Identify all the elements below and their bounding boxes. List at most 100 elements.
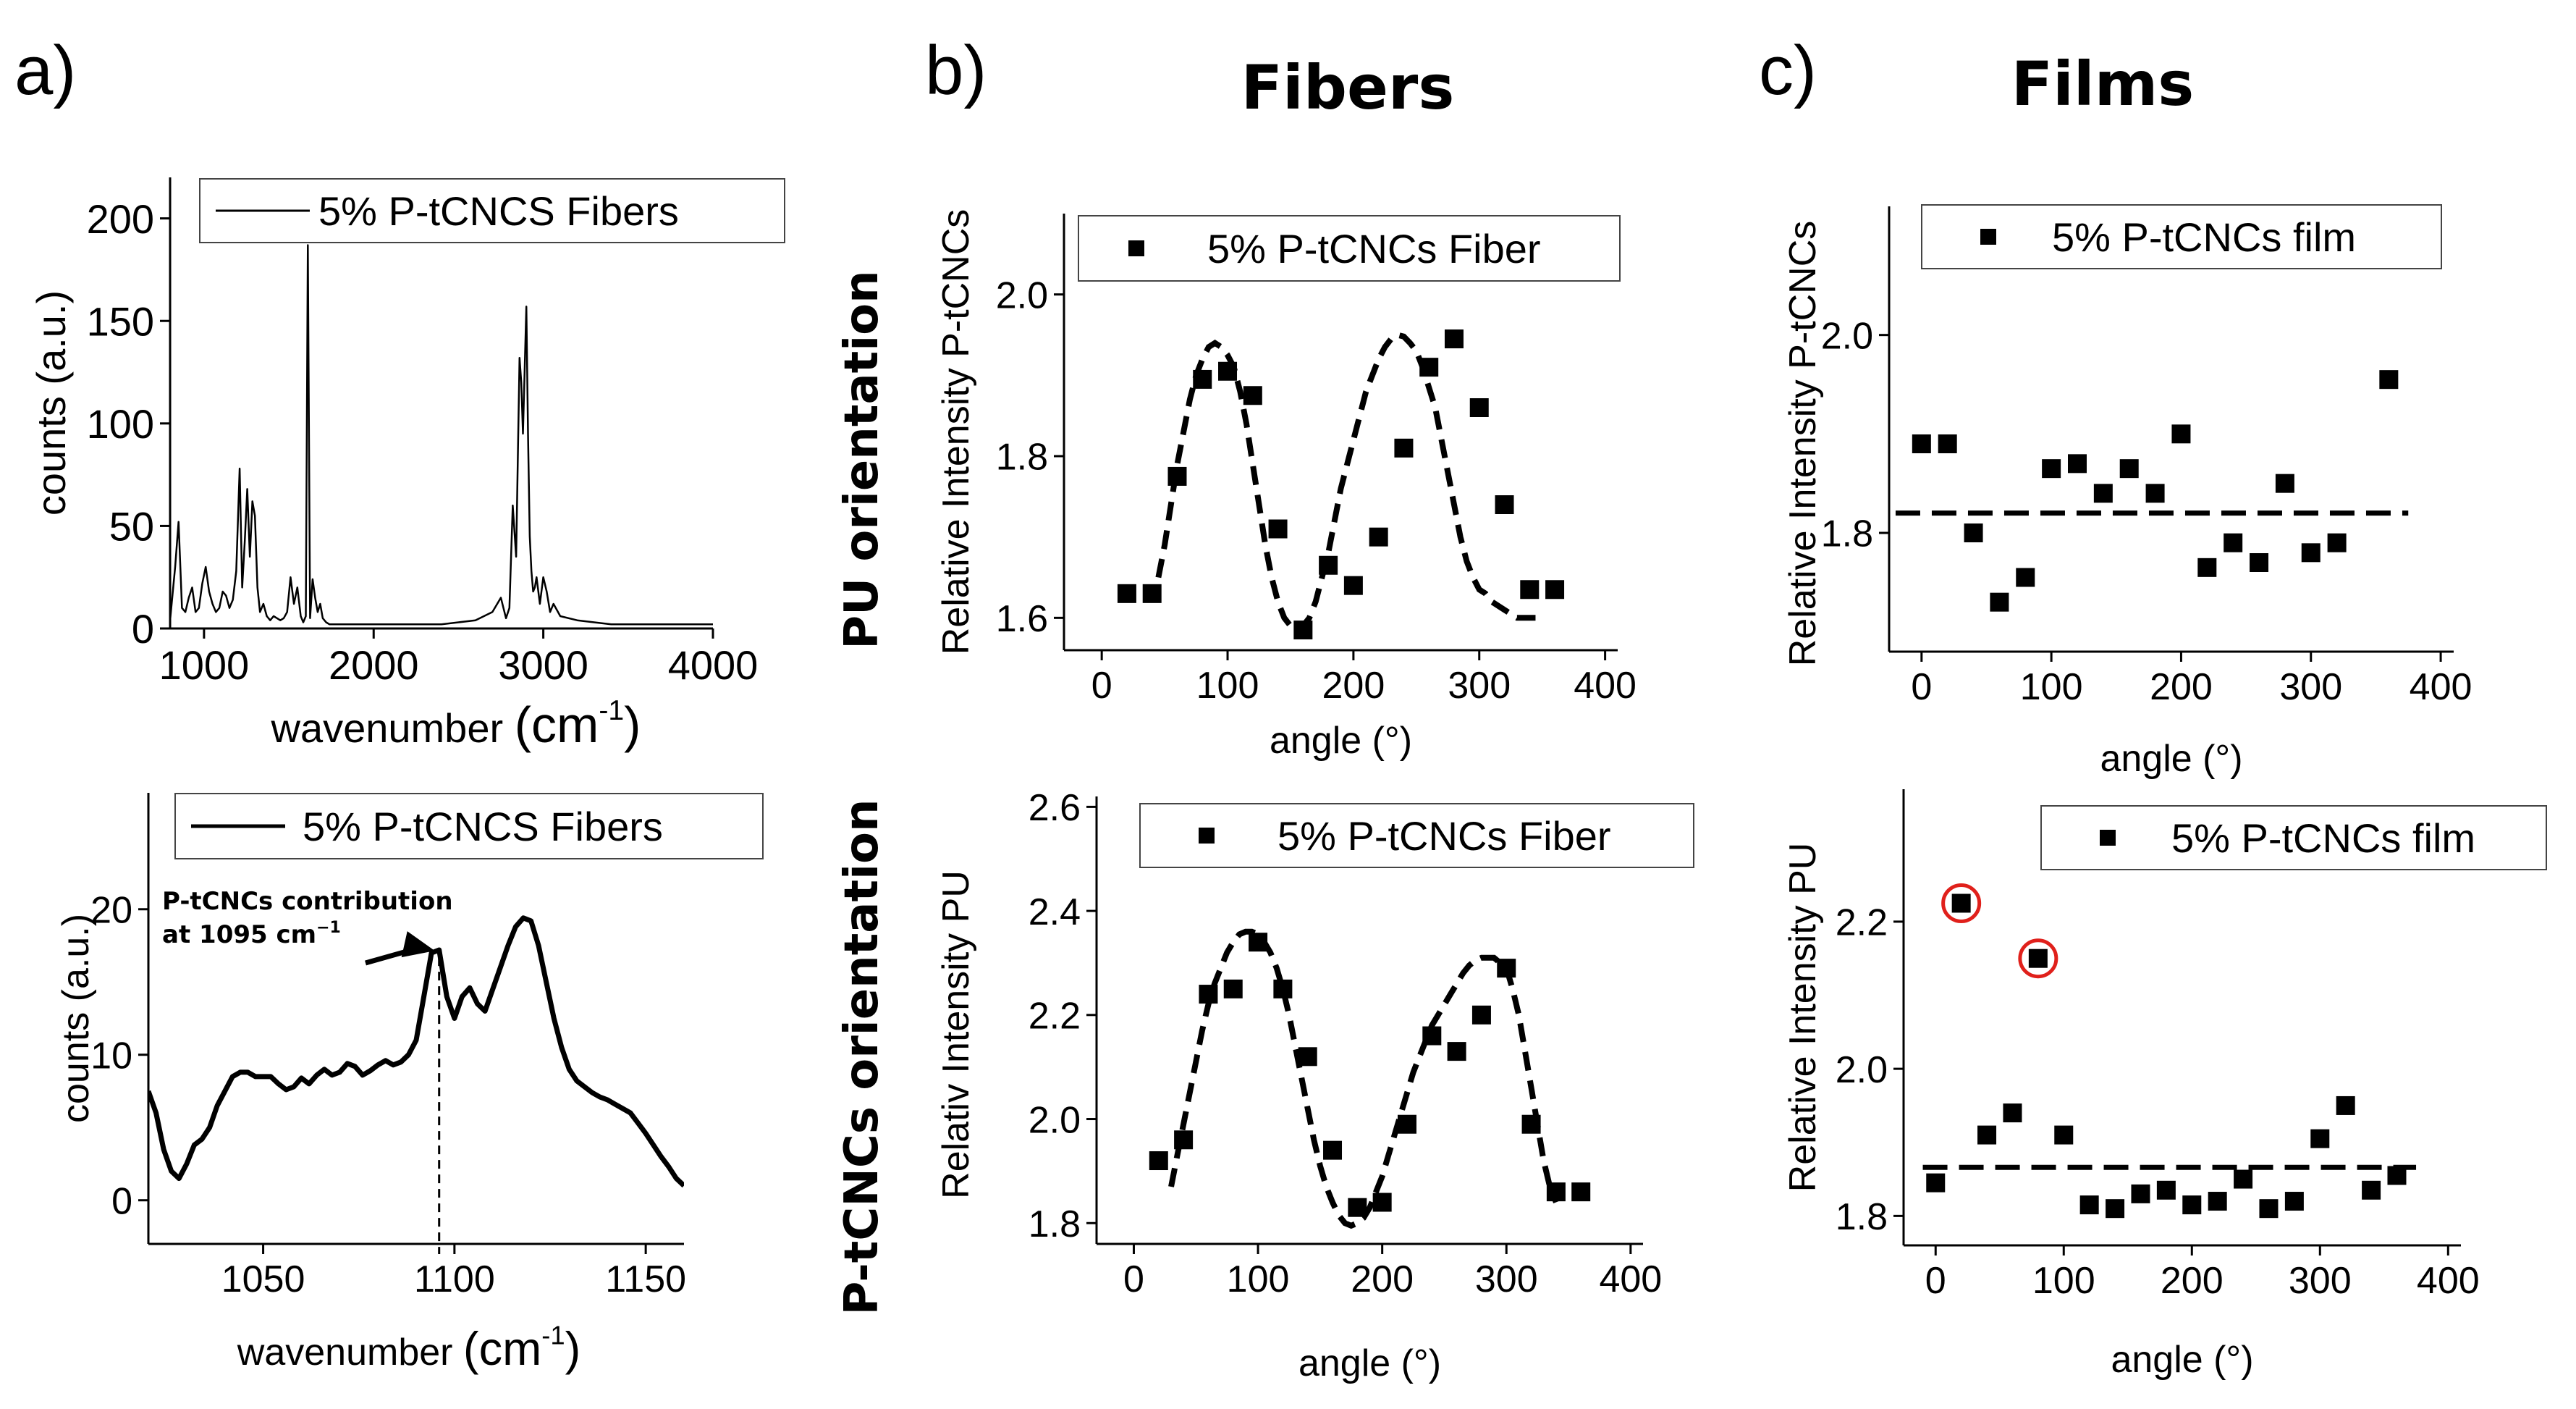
x-tick-label: 300 bbox=[1448, 665, 1511, 707]
annotation-text-line1: P-tCNCs contribution bbox=[162, 887, 453, 916]
data-point bbox=[1167, 466, 1187, 486]
data-point bbox=[1268, 519, 1288, 539]
annotation-exponent: −1 bbox=[316, 919, 341, 937]
x-axis-label: angle (°) bbox=[1298, 1342, 1441, 1384]
data-point bbox=[2284, 1192, 2304, 1211]
data-point bbox=[1951, 893, 1971, 913]
legend-label: 5% P-tCNCs Fiber bbox=[1207, 226, 1541, 272]
data-point bbox=[1348, 1198, 1367, 1217]
y-axis-label: Relative Intensity P-tCNCs bbox=[935, 209, 977, 655]
x-tick-label: 100 bbox=[2032, 1260, 2095, 1302]
annotation-arrowhead bbox=[401, 931, 435, 958]
spectrum-line bbox=[148, 915, 684, 1188]
data-point bbox=[2106, 1199, 2125, 1219]
x-tick-label: 200 bbox=[2150, 666, 2213, 708]
data-point bbox=[1545, 580, 1565, 600]
x-tick-label: 400 bbox=[1574, 665, 1637, 707]
data-point bbox=[2119, 459, 2139, 479]
y-tick-label: 1.8 bbox=[1821, 513, 1873, 555]
legend-label: 5% P-tCNCs Fiber bbox=[1278, 813, 1611, 859]
legend-label: 5% P-tCNCS Fibers bbox=[303, 804, 663, 849]
legend-label: 5% P-tCNCS Fibers bbox=[318, 188, 679, 234]
x-axis-label: angle (°) bbox=[2111, 1339, 2253, 1381]
data-point bbox=[2054, 1125, 2074, 1145]
data-point bbox=[2301, 543, 2320, 563]
data-point bbox=[2068, 454, 2087, 474]
data-point bbox=[2079, 1195, 2099, 1215]
data-point bbox=[1926, 1173, 1946, 1193]
y-tick-label: 2.6 bbox=[1029, 787, 1081, 829]
data-point bbox=[2336, 1095, 2355, 1115]
y-tick-label: 100 bbox=[87, 401, 154, 447]
data-point bbox=[1343, 576, 1363, 595]
x-tick-label: 2000 bbox=[329, 642, 419, 688]
y-axis-label: counts (a.u.) bbox=[28, 290, 74, 516]
data-point bbox=[2156, 1180, 2176, 1200]
data-point bbox=[1142, 584, 1162, 603]
x-tick-label: 1100 bbox=[414, 1258, 495, 1300]
data-point bbox=[2275, 474, 2294, 493]
panel-letter-b: b) bbox=[925, 32, 987, 109]
y-tick-label: 150 bbox=[87, 298, 154, 344]
y-axis-label: Relative Intensity PU bbox=[1782, 843, 1824, 1193]
x-tick-label: 0 bbox=[1091, 665, 1112, 707]
data-point bbox=[2224, 533, 2243, 552]
chart-film-pu-intensity: 0 100 200 300 400 1.8 2.0 2.2 Relative Intensity… bbox=[1782, 789, 2547, 1381]
x-axis-label-unit: (cm bbox=[463, 1322, 541, 1375]
data-point bbox=[1444, 329, 1464, 349]
x-axis-label-exponent: -1 bbox=[541, 1320, 565, 1350]
data-point bbox=[1249, 933, 1268, 952]
data-point bbox=[2327, 533, 2347, 552]
data-point bbox=[1546, 1182, 1566, 1202]
data-point bbox=[1447, 1042, 1466, 1061]
data-point bbox=[2362, 1180, 2381, 1200]
data-point bbox=[1419, 358, 1439, 377]
y-tick-label: 10 bbox=[90, 1035, 132, 1077]
chart-fiber-ptcncs-intensity: 0 100 200 300 400 1.6 1.8 2.0 Relative Intensity… bbox=[935, 209, 1637, 762]
data-point bbox=[2259, 1199, 2279, 1219]
data-point bbox=[2131, 1184, 2150, 1203]
legend-marker-swatch bbox=[1128, 240, 1144, 256]
x-tick-label: 200 bbox=[2161, 1260, 2224, 1302]
data-point bbox=[2171, 424, 2191, 444]
x-tick-label: 0 bbox=[1925, 1260, 1946, 1302]
data-point bbox=[1223, 979, 1243, 998]
data-point bbox=[1273, 979, 1293, 998]
y-tick-label: 0 bbox=[111, 1180, 132, 1222]
data-point bbox=[1117, 584, 1136, 603]
legend-box bbox=[1921, 204, 2442, 269]
legend-marker-swatch bbox=[1199, 828, 1215, 844]
legend-label: 5% P-tCNCs film bbox=[2052, 214, 2356, 260]
y-axis-label: counts (a.u.) bbox=[55, 914, 97, 1123]
x-axis-label: wavenumber (cm-1) bbox=[271, 695, 641, 753]
highlight-circle bbox=[1941, 883, 1982, 923]
x-tick-label: 300 bbox=[2279, 666, 2342, 708]
data-point bbox=[2197, 558, 2217, 577]
x-axis-label-close: ) bbox=[624, 697, 641, 753]
x-tick-label: 0 bbox=[1123, 1258, 1144, 1300]
x-axis-label-unit: (cm bbox=[515, 697, 599, 753]
data-point bbox=[1977, 1125, 1997, 1145]
data-point bbox=[1422, 1026, 1442, 1046]
data-point bbox=[1298, 1047, 1317, 1067]
x-axis-label: angle (°) bbox=[1270, 720, 1412, 762]
spectrum-line bbox=[170, 244, 713, 626]
data-point bbox=[1394, 438, 1414, 458]
y-tick-label: 2.2 bbox=[1836, 902, 1888, 944]
y-tick-label: 2.0 bbox=[1821, 315, 1873, 357]
x-tick-label: 1150 bbox=[605, 1258, 686, 1300]
data-point bbox=[1174, 1130, 1194, 1150]
data-point bbox=[1199, 985, 1218, 1004]
legend-box bbox=[1139, 803, 1694, 868]
row-title-ptcncs-orientation: P-tCNCs orientation bbox=[835, 799, 889, 1315]
data-point bbox=[2379, 370, 2399, 390]
y-tick-label: 200 bbox=[87, 196, 154, 242]
legend-label: 5% P-tCNCs film bbox=[2171, 815, 2475, 861]
column-title-films: Films bbox=[2011, 49, 2195, 119]
data-point bbox=[1243, 386, 1262, 405]
fit-curve-dashed bbox=[1155, 332, 1536, 634]
legend-box bbox=[1078, 215, 1621, 282]
